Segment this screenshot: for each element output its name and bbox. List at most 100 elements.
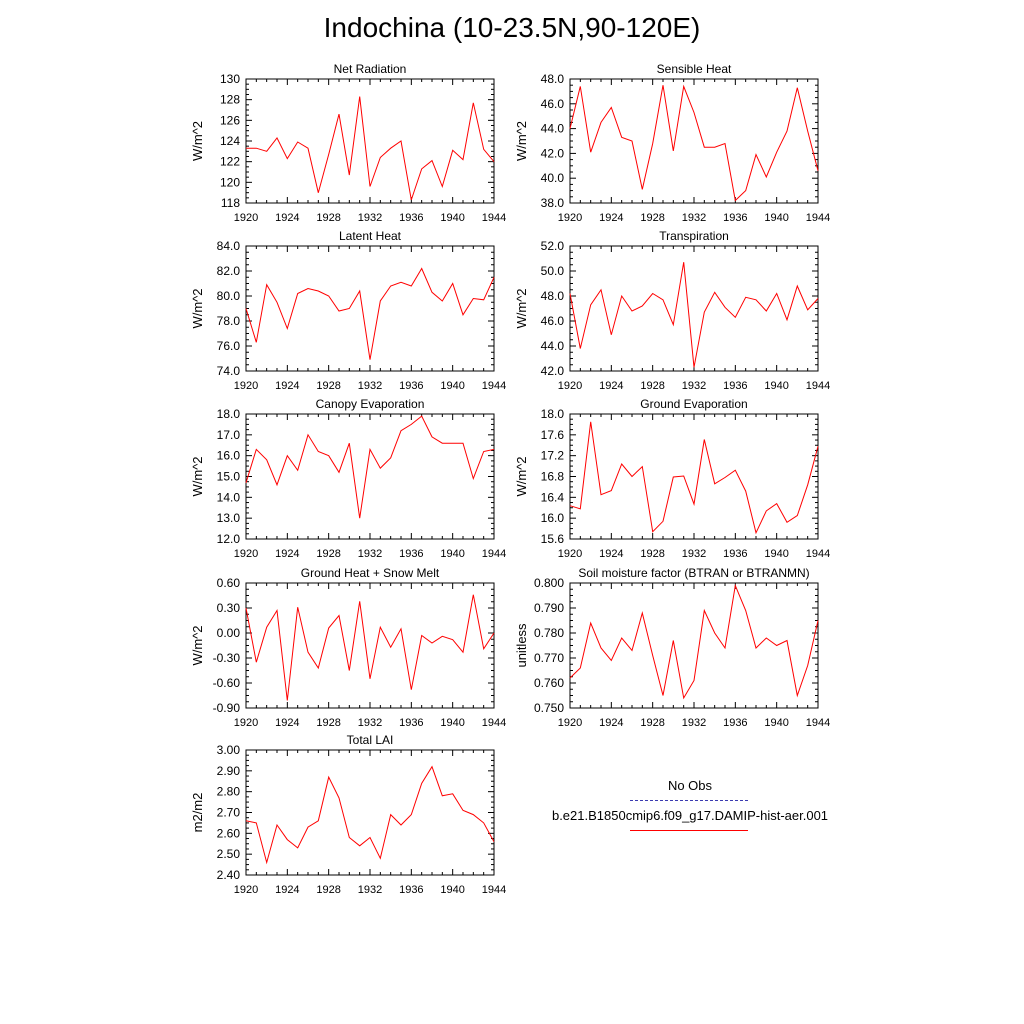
x-tick-label: 1940 — [764, 212, 788, 224]
panel-title: Latent Heat — [339, 229, 402, 243]
x-tick-label: 1944 — [806, 380, 830, 392]
x-tick-label: 1920 — [558, 548, 582, 560]
panel-title: Soil moisture factor (BTRAN or BTRANMN) — [578, 566, 809, 580]
y-tick-label: 17.0 — [217, 428, 241, 442]
x-tick-label: 1924 — [275, 548, 299, 560]
plot-frame — [245, 582, 495, 709]
x-tick-label: 1940 — [764, 717, 788, 729]
y-tick-label: 0.750 — [534, 701, 564, 715]
x-tick-label: 1924 — [599, 380, 623, 392]
page-title: Indochina (10-23.5N,90-120E) — [323, 12, 701, 43]
y-tick-label: 0.800 — [534, 576, 564, 590]
y-tick-label: 50.0 — [541, 264, 565, 278]
x-tick-label: 1940 — [440, 884, 464, 896]
x-tick-label: 1924 — [599, 212, 623, 224]
y-tick-label: 76.0 — [217, 339, 241, 353]
y-tick-label: 16.0 — [217, 449, 241, 463]
chart-panel-2: 1920 1924 1928 1932 1936 1940 1944 38.0 40.0 42.0… — [514, 62, 830, 224]
y-tick-label: 126 — [220, 113, 240, 127]
x-tick-label: 1928 — [640, 212, 664, 224]
y-tick-label: 46.0 — [541, 314, 565, 328]
x-tick-label: 1944 — [482, 548, 506, 560]
y-tick-label: 2.40 — [217, 868, 241, 882]
y-tick-label: 2.50 — [217, 847, 241, 861]
y-tick-label: 16.8 — [541, 470, 565, 484]
x-tick-label: 1928 — [316, 717, 340, 729]
x-tick-label: 1936 — [399, 548, 423, 560]
y-tick-label: 80.0 — [217, 289, 241, 303]
series-line — [569, 421, 819, 535]
x-tick-label: 1936 — [399, 212, 423, 224]
y-axis-label: m2/m2 — [190, 793, 205, 833]
series-line — [245, 267, 495, 360]
x-tick-label: 1932 — [358, 884, 382, 896]
y-tick-label: 130 — [220, 72, 240, 86]
x-tick-label: 1932 — [682, 212, 706, 224]
y-tick-label: 0.30 — [217, 601, 241, 615]
x-tick-label: 1928 — [640, 717, 664, 729]
series-line — [569, 262, 819, 368]
x-tick-label: 1944 — [806, 717, 830, 729]
x-tick-label: 1920 — [234, 212, 258, 224]
chart-panel-8: 1920 1924 1928 1932 1936 1940 1944 0.750 0.760 0.… — [514, 566, 830, 729]
chart-panel-3: 1920 1924 1928 1932 1936 1940 1944 74.0 76.0 78.0… — [190, 229, 506, 392]
y-tick-label: 2.80 — [217, 785, 241, 799]
y-axis-label: W/m^2 — [514, 456, 529, 496]
y-tick-label: 0.760 — [534, 676, 564, 690]
y-tick-label: -0.90 — [213, 701, 241, 715]
x-tick-label: 1924 — [599, 717, 623, 729]
x-tick-label: 1940 — [764, 548, 788, 560]
x-tick-label: 1936 — [723, 212, 747, 224]
series-line — [245, 415, 495, 519]
y-axis-label: W/m^2 — [514, 288, 529, 328]
x-tick-label: 1920 — [558, 717, 582, 729]
y-tick-label: 42.0 — [541, 364, 565, 378]
x-tick-label: 1920 — [234, 717, 258, 729]
series-line — [246, 96, 495, 201]
x-tick-label: 1944 — [482, 717, 506, 729]
y-tick-label: 40.0 — [541, 171, 565, 185]
y-tick-label: 48.0 — [541, 72, 565, 86]
x-tick-label: 1944 — [482, 380, 506, 392]
chart-panel-5: 1920 1924 1928 1932 1936 1940 1944 12.0 13.0 14.0… — [190, 397, 506, 560]
x-tick-label: 1944 — [482, 212, 506, 224]
plot-frame — [569, 413, 819, 540]
y-tick-label: 120 — [220, 175, 240, 189]
x-tick-label: 1932 — [682, 380, 706, 392]
y-tick-label: 17.2 — [541, 449, 565, 463]
y-tick-label: 48.0 — [541, 289, 565, 303]
x-tick-label: 1936 — [723, 548, 747, 560]
chart-panel-9: 1920 1924 1928 1932 1936 1940 1944 2.40 2.50 2.60… — [190, 733, 506, 896]
y-tick-label: 38.0 — [541, 196, 565, 210]
x-tick-label: 1932 — [358, 380, 382, 392]
x-tick-label: 1936 — [723, 380, 747, 392]
y-tick-label: 118 — [221, 196, 240, 210]
panel-title: Total LAI — [347, 733, 394, 747]
y-tick-label: 78.0 — [217, 314, 241, 328]
x-tick-label: 1940 — [764, 380, 788, 392]
panel-title: Sensible Heat — [657, 62, 732, 76]
y-axis-label: W/m^2 — [190, 121, 205, 161]
y-tick-label: 52.0 — [541, 239, 565, 253]
y-tick-label: -0.30 — [213, 651, 241, 665]
y-tick-label: 0.770 — [534, 651, 564, 665]
y-axis-label: W/m^2 — [190, 456, 205, 496]
y-tick-label: 17.6 — [541, 428, 565, 442]
y-tick-label: 0.00 — [217, 626, 241, 640]
y-tick-label: 82.0 — [217, 264, 241, 278]
y-tick-label: 13.0 — [217, 511, 241, 525]
x-tick-label: 1936 — [723, 717, 747, 729]
y-tick-label: 0.790 — [534, 601, 564, 615]
legend-label-obs: No Obs — [667, 778, 713, 793]
y-tick-label: 74.0 — [217, 364, 241, 378]
x-tick-label: 1924 — [275, 212, 299, 224]
y-tick-label: -0.60 — [213, 676, 241, 690]
x-tick-label: 1920 — [234, 380, 258, 392]
x-tick-label: 1940 — [440, 212, 464, 224]
panel-title: Canopy Evaporation — [316, 397, 425, 411]
x-tick-label: 1932 — [358, 717, 382, 729]
x-tick-label: 1932 — [682, 548, 706, 560]
legend-label-model: b.e21.B1850cmip6.f09_g17.DAMIP-hist-aer.… — [551, 808, 829, 823]
y-tick-label: 16.0 — [541, 511, 565, 525]
